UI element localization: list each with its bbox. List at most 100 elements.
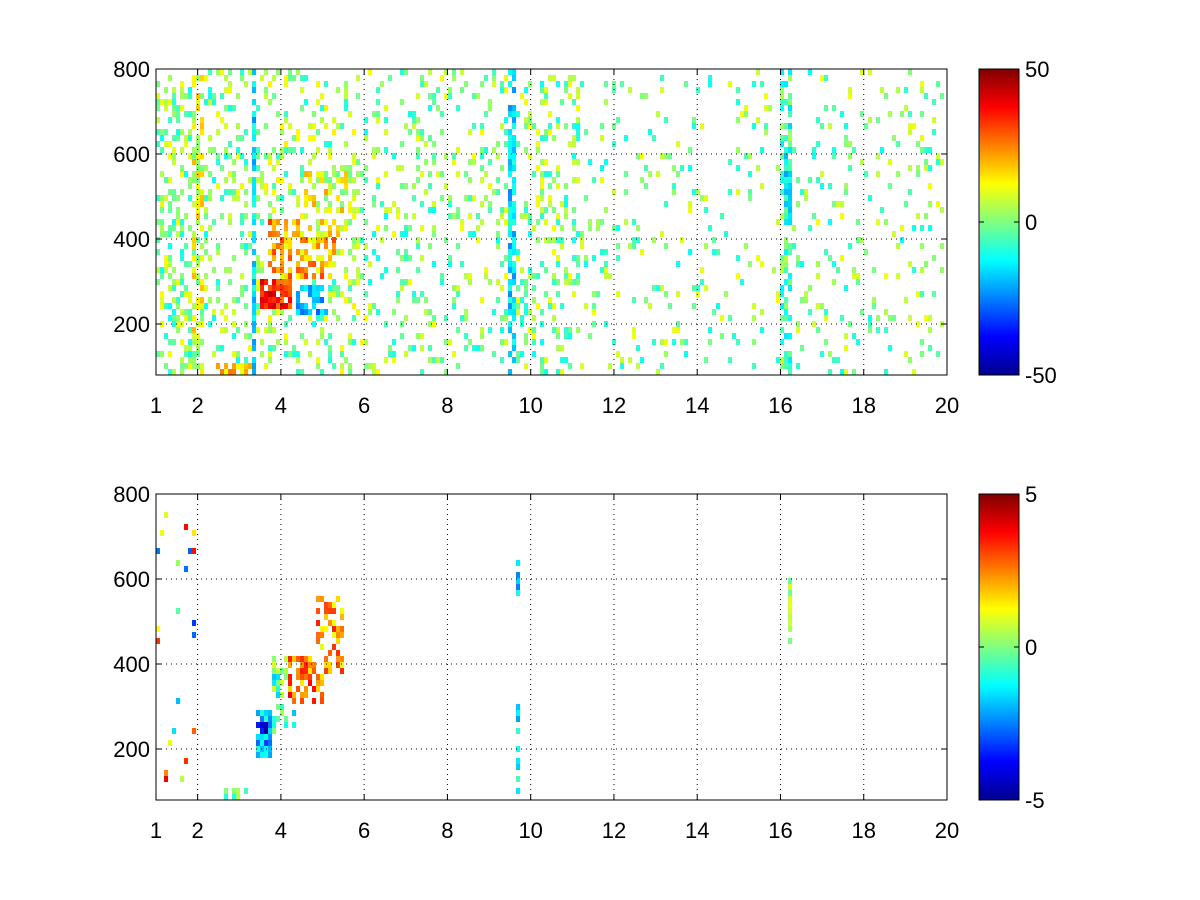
heatmap-cell (516, 764, 520, 770)
heatmap-cell (400, 255, 404, 261)
heatmap-cell (200, 189, 204, 195)
heatmap-cell (452, 213, 456, 219)
heatmap-cell (272, 75, 276, 81)
heatmap-cell (856, 273, 860, 279)
heatmap-cell (200, 117, 204, 123)
heatmap-cell (324, 243, 328, 249)
heatmap-cell (252, 123, 256, 129)
heatmap-cell (908, 165, 912, 171)
heatmap-cell (200, 303, 204, 309)
heatmap-cell (784, 153, 788, 159)
heatmap-cell (708, 339, 712, 345)
heatmap-cell (428, 171, 432, 177)
heatmap-cell (440, 75, 444, 81)
heatmap-cell (336, 650, 340, 656)
heatmap-cell (212, 147, 216, 153)
heatmap-cell (304, 237, 308, 243)
heatmap-cell (200, 363, 204, 369)
heatmap-cell (556, 123, 560, 129)
heatmap-cell (180, 339, 184, 345)
heatmap-cell (272, 680, 276, 686)
heatmap-cell (808, 309, 812, 315)
heatmap-cell (792, 147, 796, 153)
heatmap-cell (400, 231, 404, 237)
heatmap-cell (428, 135, 432, 141)
heatmap-cell (752, 339, 756, 345)
heatmap-cell (196, 183, 200, 189)
heatmap-cell (168, 243, 172, 249)
heatmap-cell (316, 171, 320, 177)
heatmap-cell (332, 171, 336, 177)
heatmap-cell (660, 339, 664, 345)
heatmap-cell (760, 81, 764, 87)
heatmap-cell (940, 93, 944, 99)
heatmap-cell (196, 273, 200, 279)
heatmap-cell (556, 327, 560, 333)
heatmap-cell (716, 249, 720, 255)
heatmap-cell (544, 135, 548, 141)
heatmap-cell (512, 177, 516, 183)
heatmap-cell (464, 315, 468, 321)
heatmap-cell (516, 297, 520, 303)
heatmap-cell (388, 345, 392, 351)
heatmap-cell (272, 297, 276, 303)
heatmap-cell (440, 273, 444, 279)
heatmap-cell (788, 207, 792, 213)
heatmap-cell (848, 165, 852, 171)
heatmap-cell (412, 297, 416, 303)
heatmap-cell (332, 309, 336, 315)
heatmap-cell (348, 219, 352, 225)
heatmap-cell (304, 273, 308, 279)
heatmap-cell (392, 153, 396, 159)
heatmap-cell (252, 117, 256, 123)
heatmap-cell (448, 255, 452, 261)
heatmap-cell (328, 650, 332, 656)
heatmap-cell (460, 219, 464, 225)
heatmap-cell (160, 147, 164, 153)
heatmap-cell (320, 177, 324, 183)
heatmap-cell (384, 225, 388, 231)
heatmap-cell (656, 171, 660, 177)
heatmap-cell (304, 303, 308, 309)
heatmap-cell (260, 710, 264, 716)
heatmap-cell (176, 327, 180, 333)
heatmap-cell (240, 183, 244, 189)
heatmap-cell (256, 153, 260, 159)
heatmap-cell (320, 596, 324, 602)
heatmap-cell (808, 69, 812, 75)
heatmap-cell (164, 512, 168, 518)
heatmap-cell (908, 315, 912, 321)
heatmap-cell (572, 237, 576, 243)
heatmap-cell (492, 309, 496, 315)
heatmap-cell (788, 213, 792, 219)
heatmap-cell (508, 351, 512, 357)
heatmap-cell (308, 662, 312, 668)
heatmap-cell (340, 345, 344, 351)
heatmap-cell (404, 255, 408, 261)
heatmap-cell (784, 297, 788, 303)
heatmap-cell (692, 123, 696, 129)
heatmap-cell (268, 752, 272, 758)
heatmap-cell (184, 524, 188, 530)
heatmap-cell (364, 243, 368, 249)
heatmap-cell (368, 261, 372, 267)
heatmap-cell (560, 201, 564, 207)
heatmap-cell (284, 279, 288, 285)
heatmap-cell (556, 81, 560, 87)
heatmap-cell (324, 662, 328, 668)
heatmap-cell (556, 165, 560, 171)
heatmap-cell (196, 135, 200, 141)
heatmap-cell (460, 69, 464, 75)
heatmap-cell (592, 303, 596, 309)
heatmap-cell (264, 710, 268, 716)
heatmap-cell (512, 267, 516, 273)
heatmap-cell (404, 315, 408, 321)
heatmap-cell (932, 291, 936, 297)
heatmap-cell (544, 357, 548, 363)
heatmap-cell (576, 105, 580, 111)
heatmap-cell (840, 213, 844, 219)
heatmap-cell (280, 704, 284, 710)
heatmap-cell (552, 279, 556, 285)
heatmap-cell (512, 219, 516, 225)
heatmap-cell (288, 692, 292, 698)
